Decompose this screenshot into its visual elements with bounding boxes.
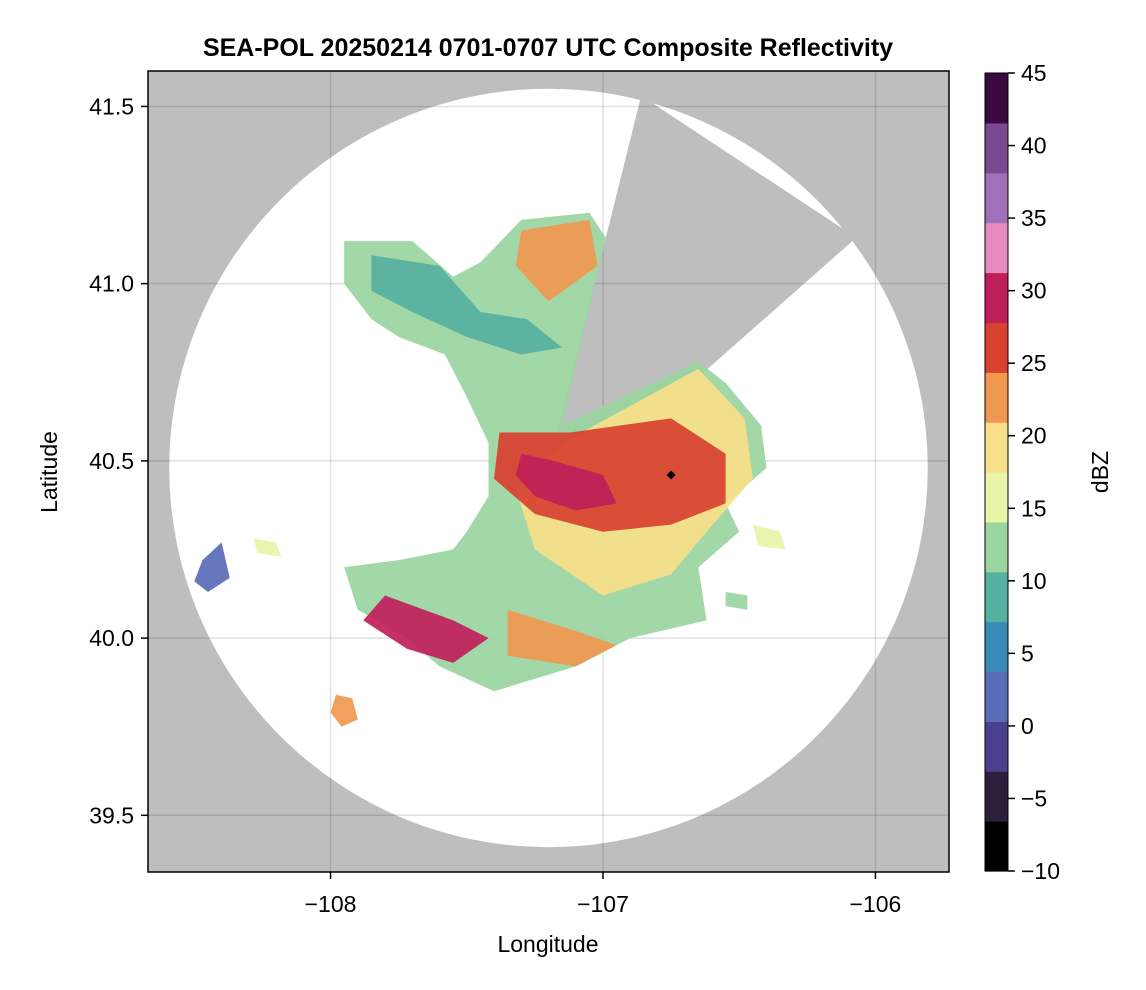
x-tick-label: −106 <box>850 891 902 917</box>
colorbar-tick-label: 30 <box>1021 278 1047 304</box>
colorbar-tick-label: 5 <box>1021 640 1034 666</box>
reflectivity-echoes <box>194 212 786 727</box>
blocked-sector <box>548 95 857 468</box>
colorbar-segment <box>985 472 1008 523</box>
colorbar-tick-label: 10 <box>1021 568 1047 594</box>
y-tick-label: 39.5 <box>89 802 134 828</box>
x-axis-label: Longitude <box>497 931 598 957</box>
echo-blue-patch <box>194 542 230 593</box>
echo-cell-southeast <box>725 592 748 610</box>
colorbar-segment <box>985 521 1008 573</box>
colorbar-segment <box>985 821 1008 872</box>
colorbar-tick-label: 45 <box>1021 60 1047 86</box>
echo-orange-south <box>507 609 617 667</box>
colorbar-segment <box>985 73 1008 124</box>
echo-orange-north <box>515 219 598 302</box>
colorbar-tick-label: 25 <box>1021 350 1047 376</box>
colorbar <box>984 72 1009 872</box>
colorbar-tick-label: 0 <box>1021 713 1034 739</box>
echo-cell-east <box>752 524 786 550</box>
plot-area <box>148 71 949 872</box>
colorbar-segment <box>985 372 1008 423</box>
echo-orange-core <box>494 418 726 532</box>
colorbar-tick-label: 40 <box>1021 133 1047 159</box>
colorbar-segment <box>985 122 1008 174</box>
echo-cell-west <box>254 538 282 557</box>
y-tick-label: 40.5 <box>89 448 134 474</box>
colorbar-segment <box>985 222 1008 274</box>
colorbar-tick-label: −5 <box>1021 785 1047 811</box>
y-axis: 39.5 40.0 40.5 41.0 41.5 <box>89 93 148 828</box>
y-tick-label: 41.0 <box>89 271 134 297</box>
colorbar-segment <box>985 671 1008 722</box>
colorbar-frame <box>984 72 1009 872</box>
x-tick-label: −108 <box>305 891 357 917</box>
plot-frame <box>147 70 950 873</box>
y-tick-label: 40.0 <box>89 625 134 651</box>
colorbar-ticks: −10 −5 0 5 10 15 20 25 30 35 40 45 <box>1008 60 1060 884</box>
echo-red-southwest <box>363 595 489 663</box>
station-marker <box>666 470 676 480</box>
colorbar-segment <box>985 422 1008 473</box>
x-axis: −108 −107 −106 <box>305 872 902 917</box>
colorbar-tick-label: 15 <box>1021 495 1047 521</box>
colorbar-segment <box>985 272 1008 323</box>
colorbar-segment <box>985 771 1008 822</box>
colorbar-segment <box>985 571 1008 623</box>
colorbar-segment <box>985 721 1008 772</box>
y-tick-label: 41.5 <box>89 93 134 119</box>
colorbar-tick-label: −10 <box>1021 858 1060 884</box>
x-tick-label: −107 <box>577 891 629 917</box>
echo-red-core <box>515 453 617 511</box>
colorbar-segment <box>985 172 1008 224</box>
echo-teal-band-north <box>371 255 563 355</box>
echo-cell-southwest <box>330 694 358 727</box>
y-axis-label: Latitude <box>36 431 62 513</box>
chart-title: SEA-POL 20250214 0701-0707 UTC Composite… <box>203 34 893 62</box>
colorbar-tick-label: 35 <box>1021 205 1047 231</box>
colorbar-label: dBZ <box>1087 451 1113 493</box>
colorbar-segment <box>985 621 1008 673</box>
colorbar-tick-label: 20 <box>1021 423 1047 449</box>
colorbar-segment <box>985 322 1008 373</box>
